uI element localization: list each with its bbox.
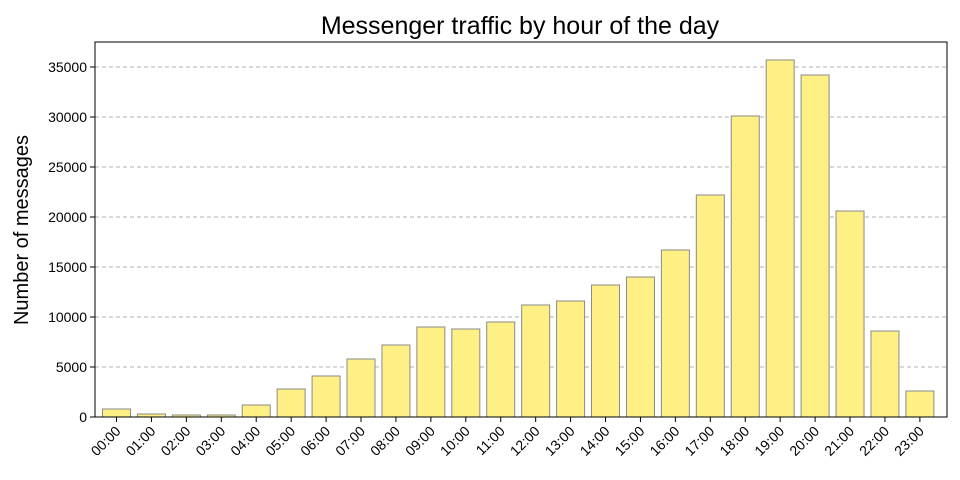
bar-1400 bbox=[591, 284, 621, 418]
bar-1500 bbox=[625, 276, 655, 418]
y-axis-ticks: 0 5000 10000 15000 20000 25000 30000 35000 bbox=[48, 59, 95, 425]
x-tick-label: 06:00 bbox=[297, 423, 333, 459]
x-tick-label: 11:00 bbox=[472, 423, 508, 459]
x-tick-label: 18:00 bbox=[716, 423, 752, 459]
bar-1800 bbox=[730, 115, 760, 418]
x-tick-label: 01:00 bbox=[122, 423, 158, 459]
bar-1600 bbox=[660, 249, 690, 418]
y-tick-label: 0 bbox=[79, 409, 87, 425]
y-tick-label: 5000 bbox=[56, 359, 87, 375]
x-tick-label: 17:00 bbox=[681, 423, 717, 459]
plot-area-frame bbox=[94, 41, 948, 418]
y-axis-label: Number of messages bbox=[11, 135, 33, 325]
x-tick-label: 09:00 bbox=[402, 423, 438, 459]
bar-0400 bbox=[241, 404, 271, 418]
x-tick-label: 19:00 bbox=[751, 423, 787, 459]
y-tick-label: 20000 bbox=[48, 209, 87, 225]
bar-0700 bbox=[346, 358, 376, 418]
bar-2300 bbox=[905, 390, 935, 418]
x-tick-label: 05:00 bbox=[262, 423, 298, 459]
bar-1100 bbox=[486, 321, 516, 418]
x-tick-label: 08:00 bbox=[367, 423, 403, 459]
x-tick-label: 07:00 bbox=[332, 423, 368, 459]
bar-0500 bbox=[276, 388, 306, 418]
bars bbox=[102, 59, 935, 418]
bar-0900 bbox=[416, 326, 446, 418]
x-tick-label: 10:00 bbox=[437, 423, 473, 459]
x-tick-label: 21:00 bbox=[821, 423, 857, 459]
x-tick-label: 02:00 bbox=[157, 423, 193, 459]
bar-0600 bbox=[311, 375, 341, 418]
bar-0800 bbox=[381, 344, 411, 418]
bar-2000 bbox=[800, 74, 830, 418]
x-tick-label: 15:00 bbox=[611, 423, 647, 459]
x-axis-ticks: 00:0001:0002:0003:0004:0005:0006:0007:00… bbox=[88, 417, 927, 459]
bar-1700 bbox=[695, 194, 725, 418]
x-tick-label: 04:00 bbox=[227, 423, 263, 459]
x-tick-label: 12:00 bbox=[507, 423, 543, 459]
y-tick-label: 15000 bbox=[48, 259, 87, 275]
bar-1900 bbox=[765, 59, 795, 418]
x-tick-label: 00:00 bbox=[88, 423, 124, 459]
bar-2100 bbox=[835, 210, 865, 418]
bar-1300 bbox=[556, 300, 586, 418]
x-tick-label: 22:00 bbox=[856, 423, 892, 459]
bar-2200 bbox=[870, 330, 900, 418]
x-tick-label: 20:00 bbox=[786, 423, 822, 459]
x-tick-label: 13:00 bbox=[542, 423, 578, 459]
x-tick-label: 03:00 bbox=[192, 423, 228, 459]
x-tick-label: 14:00 bbox=[577, 423, 613, 459]
bar-1000 bbox=[451, 328, 481, 418]
x-tick-label: 16:00 bbox=[646, 423, 682, 459]
chart-title: Messenger traffic by hour of the day bbox=[321, 12, 720, 40]
y-tick-label: 10000 bbox=[48, 309, 87, 325]
x-tick-label: 23:00 bbox=[891, 423, 927, 459]
y-tick-label: 35000 bbox=[48, 59, 87, 75]
y-tick-label: 30000 bbox=[48, 109, 87, 125]
bar-0000 bbox=[102, 408, 131, 418]
bar-1200 bbox=[521, 304, 551, 418]
y-tick-label: 25000 bbox=[48, 159, 87, 175]
